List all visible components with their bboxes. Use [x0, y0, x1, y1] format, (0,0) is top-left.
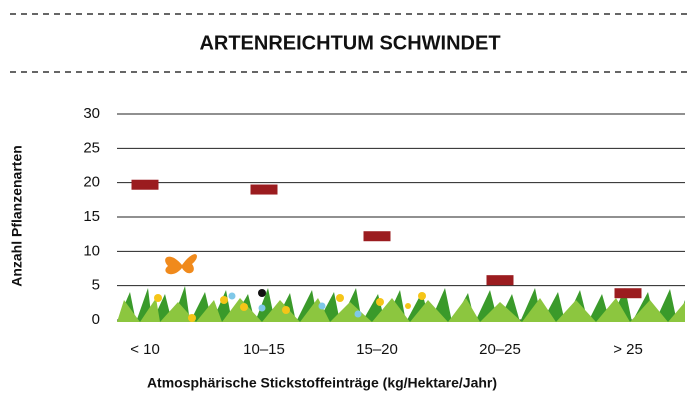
value-marker: [132, 180, 159, 190]
value-marker: [487, 275, 514, 285]
beetle: [258, 289, 266, 297]
value-marker: [615, 288, 642, 298]
x-axis-label: Atmosphärische Stickstoffeinträge (kg/He…: [147, 375, 497, 391]
grass-decoration: [117, 254, 685, 322]
x-tick-label: 15–20: [356, 341, 398, 358]
value-marker: [364, 231, 391, 241]
chart-title: ARTENREICHTUM SCHWINDET: [199, 32, 500, 54]
butterfly: [165, 254, 197, 274]
y-tick-label: 30: [83, 105, 100, 122]
y-axis-label: Anzahl Pflanzenarten: [9, 145, 25, 287]
x-tick-label: 20–25: [479, 341, 521, 358]
x-tick-label: < 10: [130, 341, 160, 358]
x-tick-label: > 25: [613, 341, 643, 358]
chart: ARTENREICHTUM SCHWINDET Anzahl Pflanzena…: [0, 0, 697, 412]
y-tick-label: 20: [83, 174, 100, 191]
y-tick-label: 15: [83, 208, 100, 225]
y-tick-label: 0: [92, 311, 100, 328]
x-tick-label: 10–15: [243, 341, 285, 358]
y-tick-label: 25: [83, 139, 100, 156]
value-marker: [251, 185, 278, 195]
y-tick-label: 5: [92, 277, 100, 294]
y-tick-label: 10: [83, 242, 100, 259]
